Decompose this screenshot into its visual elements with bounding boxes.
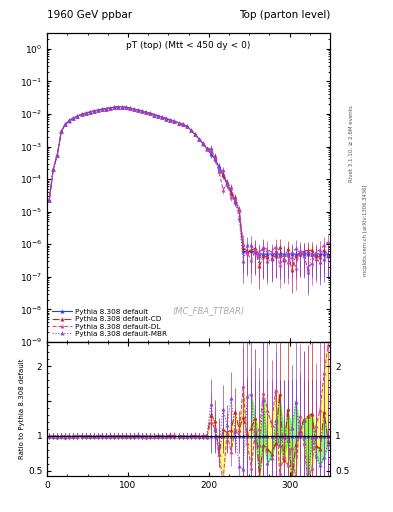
Pythia 8.308 default-DL — [289, 254, 294, 260]
Y-axis label: Ratio to Pythia 8.308 default: Ratio to Pythia 8.308 default — [19, 359, 25, 459]
Pythia 8.308 default-MBR — [326, 253, 331, 259]
Text: Rivet 3.1.10, ≥ 2.6M events: Rivet 3.1.10, ≥ 2.6M events — [349, 105, 354, 182]
Pythia 8.308 default-CD — [168, 117, 173, 123]
Pythia 8.308 default-CD — [289, 267, 294, 273]
Line: Pythia 8.308 default: Pythia 8.308 default — [48, 105, 330, 256]
Pythia 8.308 default-DL — [136, 107, 140, 113]
Line: Pythia 8.308 default-DL: Pythia 8.308 default-DL — [48, 105, 330, 271]
Pythia 8.308 default-MBR — [305, 269, 310, 275]
Pythia 8.308 default — [294, 251, 298, 257]
Pythia 8.308 default — [47, 197, 51, 203]
Pythia 8.308 default-CD — [326, 252, 331, 258]
Pythia 8.308 default-DL — [47, 198, 51, 204]
Pythia 8.308 default-MBR — [168, 117, 173, 123]
Text: pT (top) (Mtt < 450 dy < 0): pT (top) (Mtt < 450 dy < 0) — [127, 41, 251, 50]
Pythia 8.308 default — [119, 103, 124, 110]
Pythia 8.308 default-CD — [112, 104, 116, 111]
Pythia 8.308 default — [136, 107, 140, 113]
Pythia 8.308 default-CD — [204, 145, 209, 152]
Line: Pythia 8.308 default-CD: Pythia 8.308 default-CD — [48, 105, 330, 271]
Pythia 8.308 default-DL — [204, 145, 209, 152]
Text: 1960 GeV ppbar: 1960 GeV ppbar — [47, 10, 132, 20]
Pythia 8.308 default-DL — [305, 266, 310, 272]
Pythia 8.308 default-MBR — [116, 103, 120, 110]
Pythia 8.308 default-DL — [168, 117, 173, 123]
Pythia 8.308 default-DL — [112, 104, 116, 111]
Pythia 8.308 default — [112, 104, 116, 111]
Pythia 8.308 default-CD — [119, 103, 124, 110]
Pythia 8.308 default-MBR — [289, 249, 294, 255]
Pythia 8.308 default-CD — [136, 107, 140, 113]
Text: (MC_FBA_TTBAR): (MC_FBA_TTBAR) — [173, 307, 244, 315]
Pythia 8.308 default-CD — [83, 110, 88, 116]
Pythia 8.308 default-CD — [294, 253, 298, 259]
Pythia 8.308 default — [204, 145, 209, 152]
Pythia 8.308 default-MBR — [204, 145, 209, 152]
Pythia 8.308 default — [83, 110, 88, 116]
Pythia 8.308 default-CD — [47, 197, 51, 203]
Line: Pythia 8.308 default-MBR: Pythia 8.308 default-MBR — [48, 105, 330, 274]
Pythia 8.308 default — [257, 251, 262, 257]
Pythia 8.308 default-DL — [83, 110, 88, 116]
Pythia 8.308 default-DL — [119, 103, 124, 110]
Pythia 8.308 default-MBR — [136, 107, 140, 113]
Pythia 8.308 default-MBR — [112, 104, 116, 111]
Pythia 8.308 default-MBR — [83, 110, 88, 116]
Pythia 8.308 default-MBR — [47, 197, 51, 203]
Text: Top (parton level): Top (parton level) — [239, 10, 330, 20]
Pythia 8.308 default — [326, 251, 331, 257]
Text: mcplots.cern.ch [arXiv:1306.3436]: mcplots.cern.ch [arXiv:1306.3436] — [363, 185, 368, 276]
Legend: Pythia 8.308 default, Pythia 8.308 default-CD, Pythia 8.308 default-DL, Pythia 8: Pythia 8.308 default, Pythia 8.308 defau… — [51, 307, 169, 338]
Pythia 8.308 default — [168, 117, 173, 123]
Pythia 8.308 default-DL — [326, 239, 331, 245]
